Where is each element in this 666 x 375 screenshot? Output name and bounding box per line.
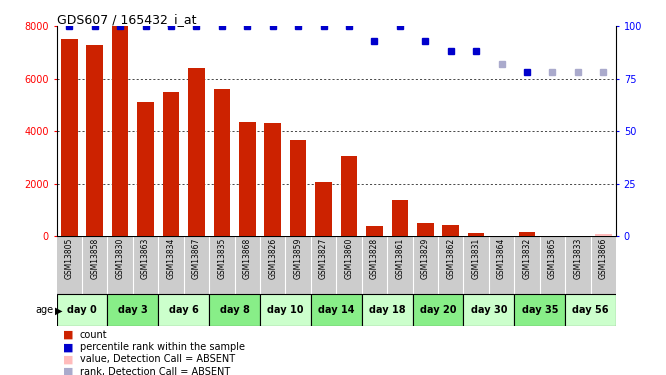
Text: GSM13863: GSM13863 [141,237,150,279]
Text: day 6: day 6 [169,305,198,315]
Text: day 30: day 30 [471,305,507,315]
Bar [239,122,256,236]
Text: GSM13835: GSM13835 [217,237,226,279]
Bar [519,232,535,236]
Text: GSM13866: GSM13866 [599,237,608,279]
Text: GSM13861: GSM13861 [396,237,404,279]
Text: day 0: day 0 [67,305,97,315]
Bar [366,226,383,236]
Bar [61,39,77,236]
Bar [468,233,484,236]
Text: count: count [80,330,107,340]
Bar [341,156,358,236]
Text: day 8: day 8 [220,305,250,315]
FancyBboxPatch shape [107,294,159,326]
FancyBboxPatch shape [311,294,362,326]
Bar [595,234,611,236]
Text: GSM13865: GSM13865 [548,237,557,279]
Text: day 14: day 14 [318,305,354,315]
Bar [188,68,204,236]
Text: day 10: day 10 [267,305,304,315]
Text: GSM13864: GSM13864 [497,237,506,279]
FancyBboxPatch shape [362,294,413,326]
Text: GDS607 / 165432_i_at: GDS607 / 165432_i_at [57,13,196,26]
FancyBboxPatch shape [514,294,565,326]
Text: day 3: day 3 [118,305,148,315]
Bar [442,225,459,236]
FancyBboxPatch shape [57,294,107,326]
Text: GSM13826: GSM13826 [268,237,277,279]
Bar [417,223,434,236]
Text: GSM13868: GSM13868 [243,237,252,279]
Text: age: age [35,305,53,315]
Text: ■: ■ [63,367,74,375]
Bar [392,200,408,236]
Text: day 35: day 35 [521,305,558,315]
Text: day 56: day 56 [572,305,609,315]
FancyBboxPatch shape [209,294,260,326]
Text: ■: ■ [63,342,74,352]
Bar [137,102,154,236]
Text: GSM13858: GSM13858 [91,237,99,279]
FancyBboxPatch shape [260,294,311,326]
Text: GSM13859: GSM13859 [294,237,302,279]
Bar [112,26,129,236]
Text: GSM13832: GSM13832 [523,237,531,279]
Text: GSM13830: GSM13830 [116,237,125,279]
Text: ■: ■ [63,354,74,364]
Text: GSM13867: GSM13867 [192,237,201,279]
Bar [87,45,103,236]
Text: GSM13805: GSM13805 [65,237,74,279]
Text: GSM13831: GSM13831 [472,237,481,279]
Text: value, Detection Call = ABSENT: value, Detection Call = ABSENT [80,354,235,364]
Bar [163,92,179,236]
FancyBboxPatch shape [464,294,514,326]
FancyBboxPatch shape [413,294,464,326]
Text: GSM13829: GSM13829 [421,237,430,279]
Bar [214,89,230,236]
Text: rank, Detection Call = ABSENT: rank, Detection Call = ABSENT [80,367,230,375]
Text: day 20: day 20 [420,305,456,315]
Text: GSM13862: GSM13862 [446,237,456,279]
Text: percentile rank within the sample: percentile rank within the sample [80,342,245,352]
Text: ▶: ▶ [55,305,63,315]
FancyBboxPatch shape [159,294,209,326]
FancyBboxPatch shape [565,294,616,326]
Bar [316,183,332,236]
Text: GSM13827: GSM13827 [319,237,328,279]
Text: GSM13834: GSM13834 [166,237,176,279]
Text: day 18: day 18 [369,305,406,315]
Text: GSM13860: GSM13860 [344,237,354,279]
Text: ■: ■ [63,330,74,340]
Bar [264,123,281,236]
Bar [290,141,306,236]
Text: GSM13833: GSM13833 [573,237,582,279]
Text: GSM13828: GSM13828 [370,237,379,279]
